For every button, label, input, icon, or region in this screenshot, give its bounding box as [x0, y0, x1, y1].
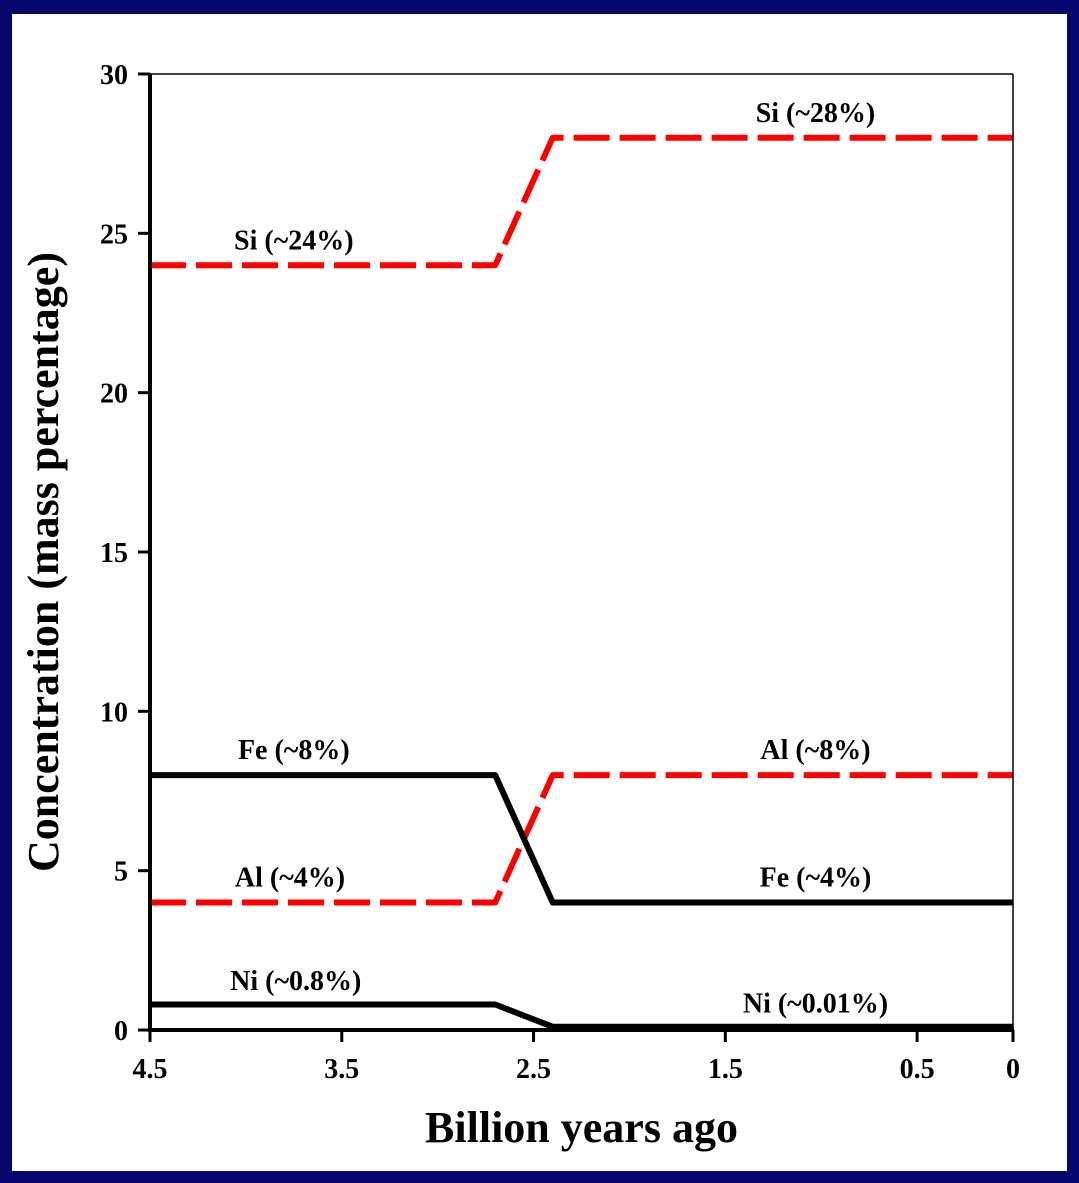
- y-tick-label: 15: [100, 538, 128, 569]
- annotations-layer: Si (~24%) Si (~28%) Fe (~8%) Al (~8%) Al (~4…: [230, 98, 888, 1020]
- x-axis-title: Billion years ago: [425, 1103, 738, 1152]
- y-tick-label: 10: [100, 697, 128, 728]
- y-tick-label: 5: [114, 857, 128, 888]
- y-tick-label: 20: [100, 379, 128, 410]
- annotation-fe-early: Fe (~8%): [238, 735, 350, 766]
- annotation-si-late: Si (~28%): [756, 98, 876, 129]
- x-tick-label: 0: [1006, 1054, 1020, 1085]
- y-tick-label: 30: [100, 60, 128, 91]
- series-line-si: [150, 134, 1013, 269]
- x-tick-label: 0.5: [900, 1054, 935, 1085]
- series-layer: [150, 134, 1013, 1030]
- x-tick-label: 4.5: [133, 1054, 168, 1085]
- y-axis-title: Concentration (mass percentage): [19, 252, 68, 872]
- annotation-si-early: Si (~24%): [234, 225, 354, 256]
- x-tick-label: 2.5: [516, 1054, 551, 1085]
- x-tick-label: 3.5: [324, 1054, 359, 1085]
- annotation-al-early: Al (~4%): [235, 863, 345, 894]
- annotation-fe-late: Fe (~4%): [760, 863, 872, 894]
- y-tick-label: 25: [100, 219, 128, 250]
- series-line-fe: [150, 772, 1013, 906]
- y-tick-label: 0: [114, 1016, 128, 1047]
- annotation-ni-early: Ni (~0.8%): [230, 966, 361, 997]
- x-tick-label: 1.5: [708, 1054, 743, 1085]
- series-line-ni: [150, 1001, 1013, 1030]
- ticks-layer: 0 5 10 15 20 25 30 4.5 3.5 2.5 1.5 0.5 0: [100, 60, 1020, 1085]
- annotation-ni-late: Ni (~0.01%): [743, 988, 888, 1019]
- chart-panel: [12, 14, 1067, 1171]
- annotation-al-late: Al (~8%): [760, 735, 870, 766]
